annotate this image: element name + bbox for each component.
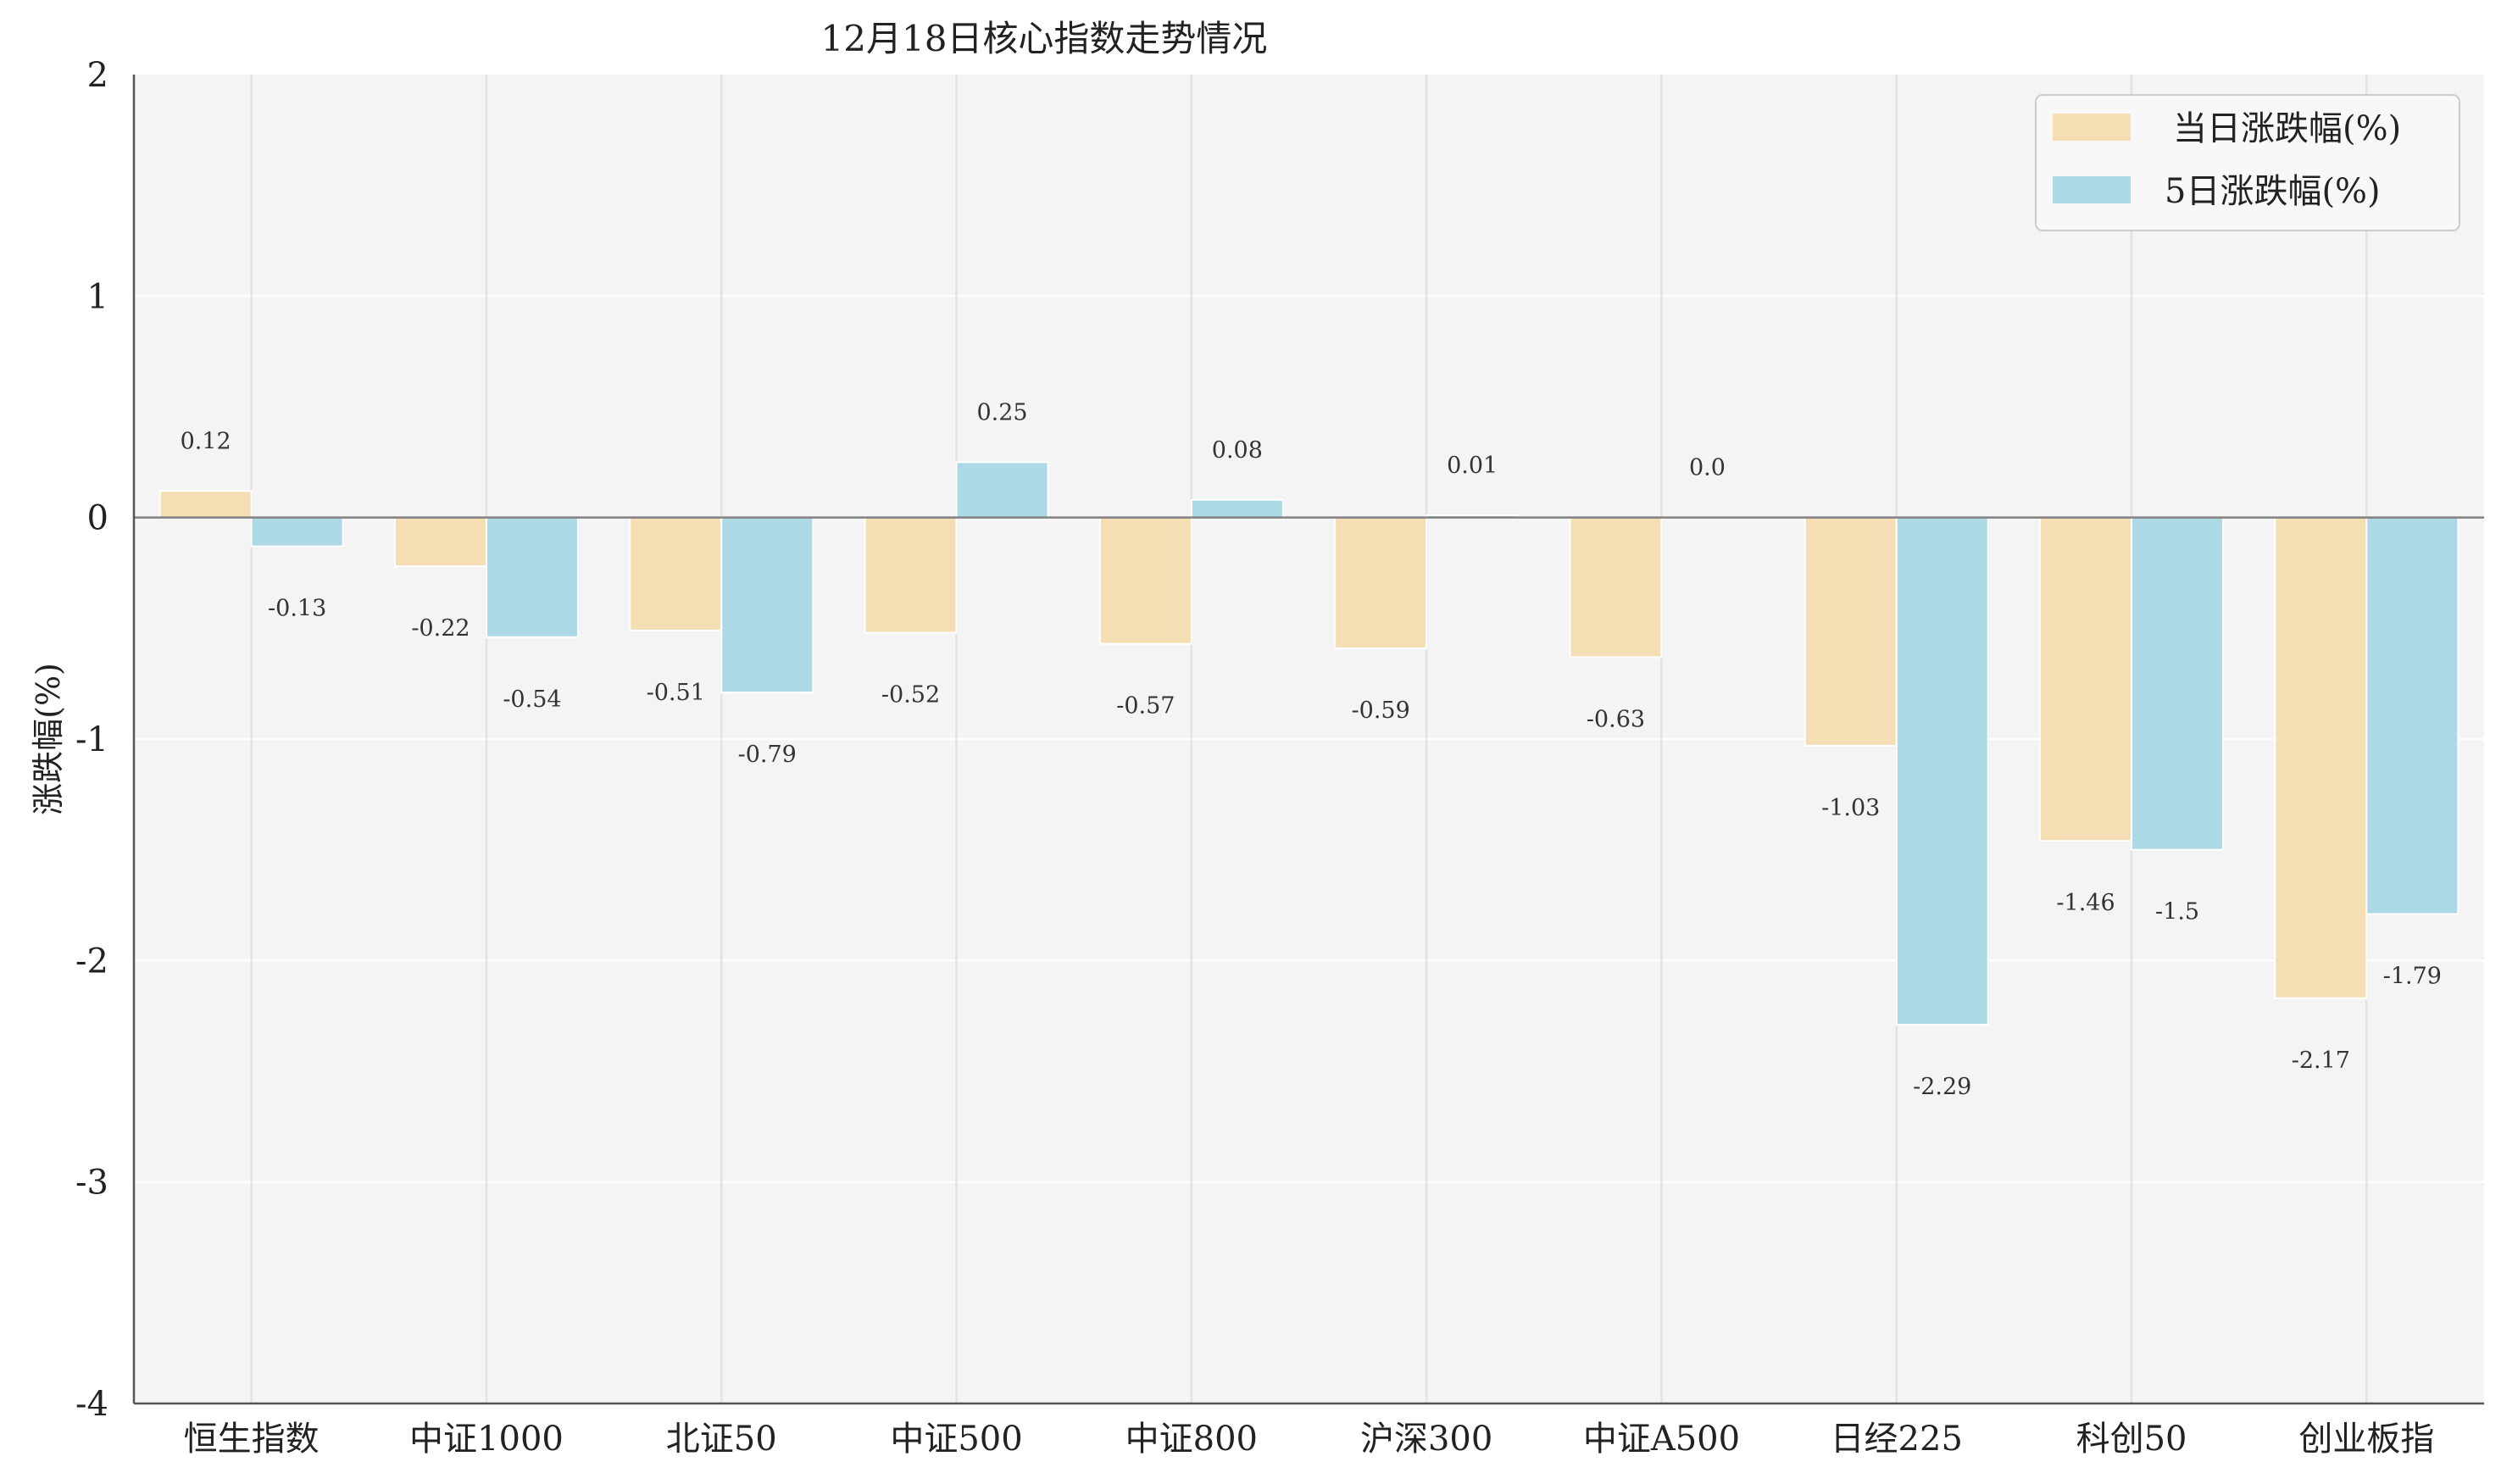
y-tick-labels: 2 1 0 -1 -2 -3 -4: [75, 56, 108, 1424]
x-tick-label: 恒生指数: [184, 1420, 320, 1459]
y-tick-label: 1: [87, 277, 108, 316]
bar: [485, 516, 579, 638]
bar-value-label: -2.17: [2292, 1048, 2350, 1074]
y-tick-label: 0: [87, 499, 108, 538]
bar: [1895, 516, 1989, 1026]
legend-label-5day: 5日涨跌幅(%): [2165, 172, 2381, 211]
bar-value-label: 0.0: [1689, 455, 1726, 481]
bar: [393, 516, 487, 568]
legend: 当日涨跌幅(%) 5日涨跌幅(%): [2035, 94, 2460, 231]
bar: [250, 516, 344, 547]
bar: [158, 490, 253, 519]
bar-value-label: 0.25: [976, 399, 1027, 425]
x-tick-label: 科创50: [2076, 1420, 2187, 1459]
x-tick-label: 沪深300: [1360, 1420, 1492, 1459]
x-tick-label: 中证A500: [1583, 1420, 1740, 1459]
bar-value-label: -0.22: [411, 615, 470, 642]
bar-value-label: -0.63: [1587, 706, 1645, 732]
x-tick-labels: 恒生指数 中证1000 北证50 中证500 中证800 沪深300 中证A500 日经225…: [184, 1420, 2435, 1459]
bar: [2131, 516, 2225, 851]
bar: [1334, 516, 1428, 649]
y-tick-label: -3: [75, 1164, 108, 1203]
bars: [158, 461, 2459, 1026]
bar-value-label: -0.52: [881, 682, 940, 709]
y-tick-label: 2: [87, 56, 108, 95]
bar-value-label: 0.12: [181, 428, 231, 454]
bar: [629, 516, 723, 631]
legend-swatch-daily: [2053, 114, 2131, 141]
bar-value-label: -1.46: [2056, 890, 2115, 916]
bar: [955, 461, 1049, 519]
bar-value-label: -0.79: [738, 742, 797, 768]
y-tick-label: -2: [75, 942, 108, 981]
bar: [1190, 498, 1284, 519]
y-tick-label: -4: [75, 1385, 108, 1424]
value-labels: 0.12 -0.22 -0.51 -0.52 -0.57 -0.59 -0.63 -1.03 -…: [181, 399, 2442, 1100]
y-tick-label: -1: [75, 720, 108, 759]
bar: [864, 516, 958, 634]
bar-value-label: 0.01: [1447, 453, 1498, 479]
x-tick-label: 北证50: [666, 1420, 777, 1459]
bar: [2274, 516, 2368, 999]
x-tick-label: 创业板指: [2298, 1420, 2434, 1459]
legend-label-daily: 当日涨跌幅(%): [2173, 109, 2401, 148]
y-axis-label: 涨跌幅(%): [30, 663, 67, 815]
bar: [2039, 516, 2133, 842]
x-tick-label: 日经225: [1831, 1420, 1963, 1459]
bar-value-label: -0.13: [268, 596, 326, 622]
bar: [1569, 516, 1663, 659]
x-tick-label: 中证1000: [409, 1420, 564, 1459]
bar-value-label: -0.51: [647, 680, 705, 706]
bar-value-label: -2.29: [1913, 1074, 1971, 1100]
bar-value-label: -0.57: [1116, 693, 1175, 720]
bar-value-label: 0.08: [1212, 437, 1263, 464]
legend-swatch-5day: [2053, 176, 2131, 203]
bar: [1098, 516, 1192, 645]
chart-title: 12月18日核心指数走势情况: [821, 18, 1268, 59]
x-tick-label: 中证500: [890, 1420, 1022, 1459]
bar-value-label: -0.59: [1352, 698, 1410, 724]
bar-value-label: -1.79: [2383, 963, 2442, 989]
bar: [1803, 516, 1898, 747]
bar-value-label: -1.5: [2155, 899, 2199, 925]
bar: [2365, 516, 2459, 915]
legend-box: [2035, 94, 2460, 231]
bar-value-label: -0.54: [503, 686, 561, 713]
x-tick-label: 中证800: [1125, 1420, 1258, 1459]
bar: [720, 516, 814, 694]
bar-value-label: -1.03: [1821, 795, 1880, 821]
